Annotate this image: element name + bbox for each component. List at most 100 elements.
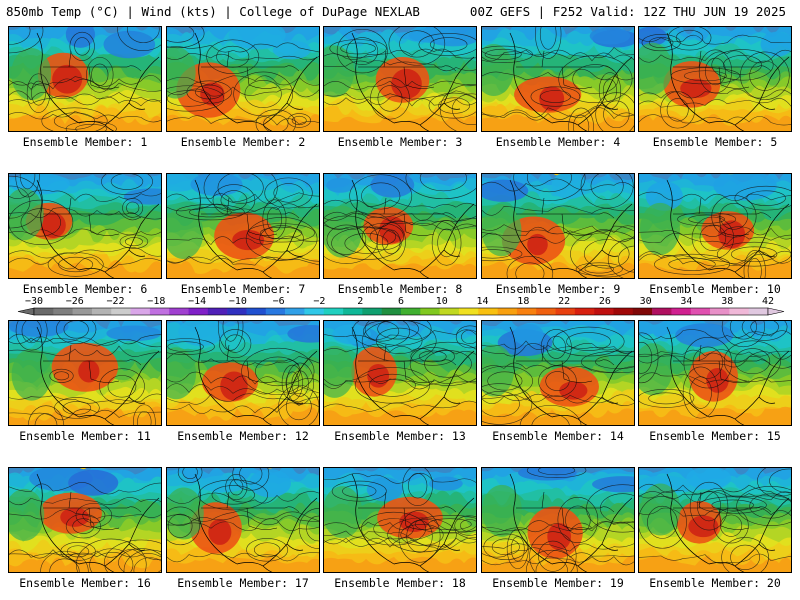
ensemble-map-panel	[323, 173, 477, 279]
ensemble-map-panel	[323, 26, 477, 132]
colorbar-tick-label: 22	[558, 296, 571, 307]
colorbar-tick-label: −2	[313, 296, 326, 307]
page-title: 850mb Temp (°C) | Wind (kts) | College o…	[6, 4, 420, 19]
ensemble-member-label: Ensemble Member: 17	[177, 576, 309, 590]
ensemble-member-label: Ensemble Member: 10	[649, 282, 781, 296]
temperature-map	[639, 321, 791, 425]
temperature-map	[167, 468, 319, 572]
ensemble-member-label: Ensemble Member: 14	[492, 429, 624, 443]
colorbar-swatch	[439, 308, 460, 315]
colorbar-swatch	[710, 308, 730, 315]
temperature-map	[324, 468, 476, 572]
run-info: 00Z GEFS | F252 Valid: 12Z THU JUN 19 20…	[469, 4, 786, 19]
colorbar-swatch	[555, 308, 576, 315]
ensemble-member-label: Ensemble Member: 19	[492, 576, 624, 590]
ensemble-member-label: Ensemble Member: 20	[649, 576, 781, 590]
colorbar-swatch	[381, 308, 402, 315]
ensemble-map-panel	[481, 467, 635, 573]
temperature-map	[9, 174, 161, 278]
colorbar: −30 −26 −22 −18 −14 −10 −6 −2 2 6 10 14 18 22 26 30 34 38…	[0, 294, 800, 318]
colorbar-swatch	[343, 308, 363, 315]
temperature-map	[482, 174, 634, 278]
colorbar-swatch	[91, 308, 112, 315]
temperature-map	[167, 321, 319, 425]
colorbar-swatch	[53, 308, 73, 315]
colorbar-tick-label: −14	[188, 296, 207, 307]
temperature-map	[639, 27, 791, 131]
ensemble-map-panel	[8, 173, 162, 279]
colorbar-swatch	[72, 308, 93, 315]
ensemble-map-panel	[8, 26, 162, 132]
colorbar-swatch	[149, 308, 170, 315]
ensemble-member-label: Ensemble Member: 2	[180, 135, 306, 149]
colorbar-tick-label: 42	[761, 296, 775, 307]
ensemble-member-label: Ensemble Member: 18	[334, 576, 466, 590]
colorbar-swatch	[304, 308, 325, 315]
colorbar-swatch	[652, 308, 672, 315]
colorbar-swatch	[130, 308, 151, 315]
colorbar-tick-label: 34	[680, 296, 693, 307]
colorbar-tick-label: 26	[598, 296, 611, 307]
temperature-map	[324, 321, 476, 425]
colorbar-swatch	[729, 308, 749, 315]
temperature-map	[9, 27, 161, 131]
ensemble-member-label: Ensemble Member: 15	[649, 429, 781, 443]
ensemble-map-panel	[638, 320, 792, 426]
ensemble-member-label: Ensemble Member: 7	[180, 282, 306, 296]
ensemble-map-panel	[638, 467, 792, 573]
colorbar-right-arrow	[767, 307, 785, 316]
header: 850mb Temp (°C) | Wind (kts) | College o…	[0, 0, 800, 24]
colorbar-tick-label: 10	[435, 296, 448, 307]
colorbar-tick-label: −10	[228, 296, 247, 307]
colorbar-swatch	[169, 308, 189, 315]
temperature-map	[324, 174, 476, 278]
colorbar-swatch	[401, 308, 421, 315]
ensemble-map-panel	[323, 320, 477, 426]
ensemble-map-panel	[166, 173, 320, 279]
colorbar-left-arrow	[17, 307, 35, 316]
colorbar-swatch	[632, 308, 653, 315]
colorbar-tick-label: 2	[357, 296, 364, 307]
temperature-map	[639, 468, 791, 572]
colorbar-swatch	[420, 308, 440, 315]
colorbar-swatch	[690, 308, 711, 315]
ensemble-member-label: Ensemble Member: 4	[495, 135, 621, 149]
colorbar-tick-label: 14	[476, 296, 489, 307]
colorbar-tick-label: −30	[24, 296, 44, 307]
ensemble-member-label: Ensemble Member: 16	[19, 576, 151, 590]
colorbar-swatch	[34, 308, 54, 315]
ensemble-map-panel	[481, 320, 635, 426]
colorbar-tick-label: −18	[147, 296, 166, 307]
ensemble-map-panel	[481, 173, 635, 279]
colorbar-tick-label: 30	[639, 296, 652, 307]
ensemble-map-panel	[8, 320, 162, 426]
colorbar-swatch	[227, 308, 247, 315]
ensemble-map-panel	[166, 467, 320, 573]
ensemble-map-panel	[8, 467, 162, 573]
ensemble-map-panel	[323, 467, 477, 573]
colorbar-swatch	[285, 308, 305, 315]
colorbar-swatch	[613, 308, 634, 315]
temperature-map	[167, 27, 319, 131]
colorbar-swatch	[574, 308, 595, 315]
ensemble-member-label: Ensemble Member: 11	[19, 429, 151, 443]
ensemble-member-label: Ensemble Member: 5	[652, 135, 778, 149]
colorbar-tick-label: 18	[517, 296, 530, 307]
temperature-map	[324, 27, 476, 131]
colorbar-swatch	[536, 308, 556, 315]
temperature-map	[9, 321, 161, 425]
temperature-map	[482, 468, 634, 572]
colorbar-swatch	[478, 308, 498, 315]
temperature-map	[482, 27, 634, 131]
temperature-map	[639, 174, 791, 278]
colorbar-swatch	[188, 308, 209, 315]
ensemble-map-panel	[638, 26, 792, 132]
colorbar-swatch	[748, 308, 769, 315]
ensemble-member-label: Ensemble Member: 13	[334, 429, 466, 443]
colorbar-swatch	[516, 308, 537, 315]
colorbar-swatch	[671, 308, 692, 315]
ensemble-map-panel	[638, 173, 792, 279]
ensemble-member-label: Ensemble Member: 6	[22, 282, 148, 296]
colorbar-swatch	[362, 308, 382, 315]
colorbar-graphic	[17, 307, 785, 316]
